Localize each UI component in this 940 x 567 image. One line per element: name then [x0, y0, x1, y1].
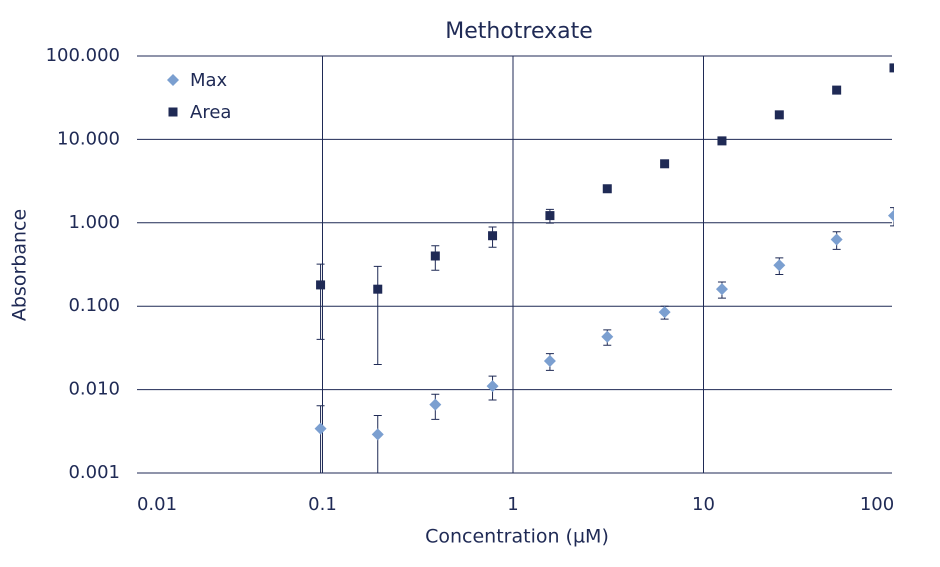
plot-area [314, 63, 894, 473]
data-point [660, 159, 670, 169]
data-point [488, 231, 498, 241]
error-bar [316, 263, 325, 340]
data-point [889, 63, 894, 73]
legend-marker [168, 107, 178, 117]
y-tick-label: 1.000 [68, 212, 120, 233]
x-tick-label: 0.01 [137, 494, 177, 515]
x-tick-label: 0.1 [308, 494, 337, 515]
data-point [545, 211, 555, 221]
error-bar [373, 265, 382, 365]
data-point [314, 422, 327, 435]
data-point [658, 306, 671, 319]
x-tick-label: 10 [692, 494, 715, 515]
y-tick-label: 0.100 [68, 295, 120, 316]
data-point [543, 355, 556, 368]
data-point [373, 284, 383, 294]
data-point [316, 280, 326, 290]
data-point [371, 428, 384, 441]
data-point [773, 259, 786, 272]
data-point [774, 110, 784, 120]
error-bar [373, 414, 382, 473]
x-tick-label: 1 [507, 494, 518, 515]
data-point [429, 398, 442, 411]
legend-marker [167, 74, 179, 86]
data-point [486, 380, 499, 393]
data-point [601, 330, 614, 343]
data-point [430, 251, 440, 261]
x-axis-title: Concentration (µM) [425, 526, 609, 548]
y-tick-label: 100.000 [46, 45, 120, 66]
x-tick-label: 100 [860, 494, 894, 515]
data-point [830, 233, 843, 246]
y-tick-label: 10.000 [57, 128, 120, 149]
data-point [832, 85, 842, 95]
data-point [888, 209, 894, 222]
legend: Max Area [167, 70, 231, 123]
legend-label: Max [190, 70, 228, 91]
y-tick-label: 0.001 [68, 462, 120, 483]
data-point [717, 136, 727, 146]
y-tick-label: 0.010 [68, 379, 120, 400]
legend-label: Area [190, 102, 231, 123]
grid [137, 55, 892, 474]
error-bar [316, 405, 325, 473]
data-point [602, 184, 612, 194]
error-bar [890, 207, 894, 227]
data-point [715, 283, 728, 296]
chart-title: Methotrexate [445, 19, 593, 44]
y-axis-title: Absorbance [9, 209, 31, 321]
